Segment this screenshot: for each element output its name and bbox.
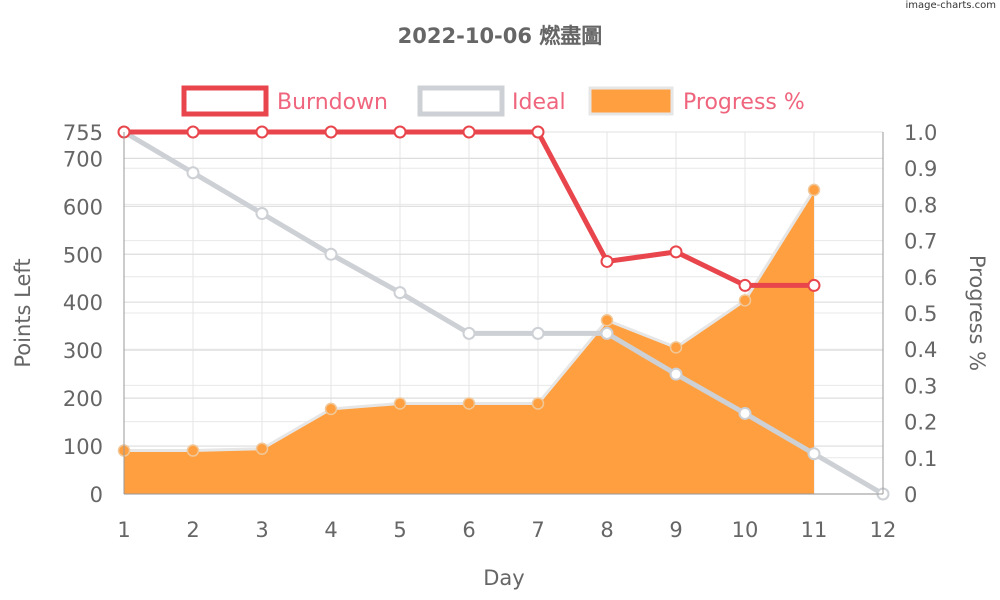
x-tick-label: 2 — [186, 518, 199, 542]
x-tick-label: 12 — [870, 518, 897, 542]
y2-tick-label: 1.0 — [904, 121, 937, 145]
y-tick-label: 755 — [63, 121, 103, 145]
line-layer — [117, 125, 890, 501]
y-tick-label: 300 — [63, 339, 103, 363]
progress-area-layer — [117, 183, 821, 495]
x-tick-label: 9 — [669, 518, 682, 542]
x-tick-label: 4 — [324, 518, 337, 542]
progress-point — [669, 341, 683, 354]
ideal-point — [807, 447, 821, 461]
x-tick-label: 7 — [531, 518, 544, 542]
y2-tick-label: 0.3 — [904, 374, 937, 398]
chart-title: 2022-10-06 燃盡圖 — [398, 24, 603, 48]
ideal-point — [531, 326, 545, 340]
y2-tick-label: 0.6 — [904, 266, 937, 290]
x-tick-label: 11 — [801, 518, 828, 542]
y2-tick-label: 0.8 — [904, 193, 937, 217]
legend-label-progress: Progress % — [683, 90, 805, 115]
ideal-point — [186, 166, 200, 180]
x-tick-label: 10 — [732, 518, 759, 542]
x-axis-label: Day — [483, 566, 524, 590]
x-tick-label: 3 — [255, 518, 268, 542]
x-tick-label: 8 — [600, 518, 613, 542]
burndown-point — [324, 125, 338, 139]
y2-tick-label: 0.1 — [904, 447, 937, 471]
ideal-point — [255, 207, 269, 221]
ideal-point — [462, 326, 476, 340]
ideal-point — [393, 286, 407, 300]
y-tick-label: 0 — [90, 483, 103, 507]
y-tick-label: 100 — [63, 435, 103, 459]
burndown-point — [462, 125, 476, 139]
progress-point — [393, 397, 407, 410]
ideal-point — [738, 406, 752, 420]
y-tick-label: 200 — [63, 387, 103, 411]
watermark: image-charts.com — [905, 0, 997, 11]
progress-point — [600, 313, 614, 327]
y2-tick-label: 0.4 — [904, 338, 937, 362]
y-tick-label: 600 — [63, 195, 103, 219]
ideal-line — [122, 129, 885, 497]
progress-point — [738, 294, 752, 307]
x-tick-label: 5 — [393, 518, 406, 542]
legend-swatch-burndown — [181, 85, 269, 117]
y-tick-label: 400 — [63, 291, 103, 315]
burndown-point — [669, 245, 683, 259]
x-tick-label: 1 — [117, 518, 130, 542]
y2-tick-label: 0.7 — [904, 230, 937, 254]
progress-point — [255, 442, 269, 455]
x-tick-label: 6 — [462, 518, 475, 542]
progress-point — [531, 397, 545, 410]
legend-label-ideal: Ideal — [512, 90, 566, 115]
ideal-point — [669, 367, 683, 381]
y-axis-label: Points Left — [11, 258, 35, 367]
y2-tick-label: 0.2 — [904, 411, 937, 435]
burndown-point — [531, 125, 545, 139]
y-tick-label: 700 — [63, 147, 103, 171]
y2-tick-label: 0.9 — [904, 157, 937, 181]
legend-label-burndown: Burndown — [277, 90, 388, 115]
y2-tick-label: 0 — [904, 483, 917, 507]
burndown-point — [807, 278, 821, 292]
progress-point — [186, 444, 200, 457]
burndown-point — [255, 125, 269, 139]
y-tick-label: 500 — [63, 243, 103, 267]
burndown-point — [393, 125, 407, 139]
burndown-point — [738, 278, 752, 292]
burndown-point — [186, 125, 200, 139]
legend-swatch-ideal — [417, 85, 505, 117]
ideal-point — [324, 247, 338, 261]
ideal-point — [600, 326, 614, 340]
y2-tick-label: 0.5 — [904, 302, 937, 326]
burndown-point — [600, 254, 614, 268]
progress-point — [807, 183, 821, 197]
y2-axis-label: Progress % — [965, 255, 989, 371]
progress-point — [324, 402, 338, 416]
progress-point — [462, 397, 476, 410]
legend-swatch-progress — [588, 86, 674, 116]
progress-area — [124, 189, 814, 495]
legend: Burndown Ideal Progress % — [181, 85, 805, 117]
